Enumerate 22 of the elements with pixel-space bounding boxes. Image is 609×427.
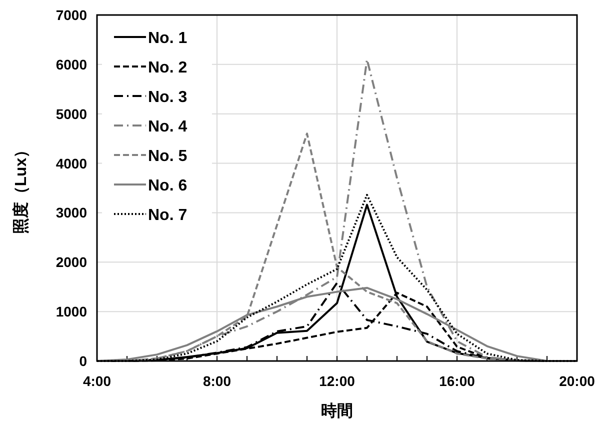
- y-tick-label: 3000: [56, 204, 88, 221]
- x-tick-label: 16:00: [439, 373, 476, 389]
- y-tick-label: 0: [79, 353, 88, 369]
- y-tick-label: 4000: [56, 155, 88, 172]
- x-axis-title: 時間: [321, 402, 353, 420]
- legend-label: No. 5: [148, 148, 188, 165]
- y-tick-label: 1000: [56, 304, 88, 320]
- y-tick-label: 5000: [56, 106, 88, 122]
- legend-label: No. 1: [148, 30, 188, 47]
- y-axis-title: 照度（Lux）: [11, 142, 30, 234]
- y-tick-label: 2000: [56, 254, 88, 270]
- x-tick-label: 8:00: [202, 373, 232, 389]
- legend-label: No. 3: [148, 89, 188, 106]
- legend-label: No. 4: [148, 118, 188, 136]
- y-tick-label: 6000: [56, 56, 88, 72]
- legend-label: No. 7: [148, 207, 188, 224]
- x-tick-label: 4:00: [82, 373, 112, 389]
- x-tick-label: 20:00: [559, 373, 596, 389]
- y-tick-label: 7000: [56, 7, 88, 23]
- legend-label: No. 6: [148, 178, 188, 194]
- x-tick-label: 12:00: [319, 373, 356, 389]
- legend-label: No. 2: [148, 60, 188, 76]
